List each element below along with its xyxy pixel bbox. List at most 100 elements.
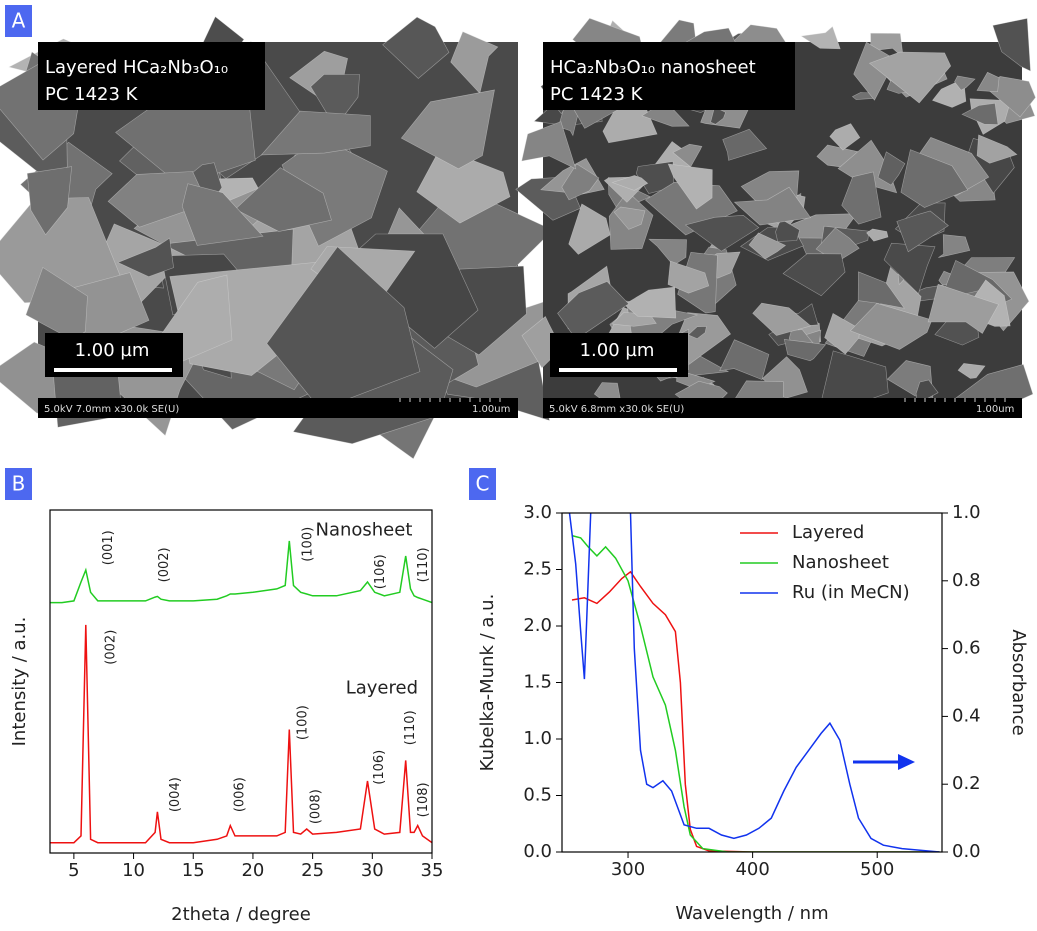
- sem-texture: [107, 171, 208, 228]
- x-tick-label: 10: [122, 860, 145, 881]
- sem-texture: [976, 71, 1000, 93]
- series-label: Layered: [346, 677, 418, 698]
- series-line: [571, 534, 940, 852]
- y-tick-label: 0.0: [523, 841, 552, 862]
- plot-frame: [561, 512, 943, 853]
- axis-arrow-head: [898, 754, 915, 770]
- sem-texture: [829, 123, 861, 151]
- sem-texture: [800, 26, 841, 50]
- peak-label: (001): [101, 530, 116, 565]
- x-tick-label: 400: [735, 859, 769, 880]
- sem-caption: PC 1423 K: [45, 84, 139, 105]
- y2-tick-label: 0.4: [952, 705, 981, 726]
- sem-texture: [782, 253, 846, 297]
- x-axis-title: Wavelength / nm: [675, 903, 828, 924]
- y2-tick-label: 0.2: [952, 773, 981, 794]
- x-tick-label: 300: [611, 859, 645, 880]
- peak-label: (106): [372, 750, 387, 785]
- info-ticks: [904, 398, 1006, 402]
- sem-texture: [613, 206, 646, 230]
- series-line: [568, 513, 940, 852]
- y2-axis-title: Absorbance: [1008, 629, 1029, 735]
- peak-label: (002): [157, 547, 172, 582]
- x-tick-label: 20: [241, 860, 264, 881]
- sem-texture: [877, 151, 906, 186]
- sem-texture: [181, 183, 264, 246]
- sem-texture: [783, 339, 827, 362]
- sem-texture: [117, 237, 174, 278]
- y-tick-label: 1.5: [523, 672, 552, 693]
- sem-texture: [672, 143, 703, 168]
- sem-texture: [748, 232, 787, 260]
- sem-caption: Layered HCa₂Nb₃O₁₀: [45, 57, 228, 78]
- info-strip: [543, 398, 1022, 418]
- peak-label: (110): [416, 547, 431, 582]
- sem-texture: [954, 75, 976, 91]
- panel-badge: [5, 5, 32, 37]
- sem-texture: [260, 110, 371, 156]
- sem-texture: [733, 186, 812, 226]
- legend-label: Nanosheet: [792, 552, 889, 573]
- series-line: [50, 624, 432, 844]
- y2-tick-label: 0.8: [952, 570, 981, 591]
- sem-texture: [976, 134, 1018, 164]
- x-tick-label: 15: [182, 860, 205, 881]
- sem-texture: [961, 102, 999, 125]
- legend-label: Ru (in MeCN): [792, 582, 910, 603]
- y-axis-title: Kubelka-Munk / a.u.: [477, 594, 498, 772]
- peak-label: (100): [296, 705, 311, 740]
- sem-texture: [841, 171, 882, 225]
- sem-texture: [684, 214, 760, 252]
- series-line: [50, 540, 432, 604]
- sem-texture: [896, 210, 949, 253]
- sem-texture: [868, 51, 952, 104]
- sem-texture: [450, 31, 499, 95]
- sem-texture: [938, 234, 971, 258]
- caption-box: [38, 42, 265, 110]
- peak-label: (006): [232, 777, 247, 812]
- panel-label: B: [12, 472, 26, 496]
- sem-texture: [957, 363, 986, 379]
- sem-texture: [883, 242, 936, 295]
- sem-overlay: Layered HCa₂Nb₃O₁₀ PC 1423 K 1.00 µm 5.0…: [38, 42, 1022, 418]
- sem-texture: [719, 339, 770, 381]
- sem-texture: [234, 167, 332, 232]
- sem-texture: [400, 89, 495, 170]
- sem-texture: [710, 106, 726, 125]
- sem-caption: HCa₂Nb₃O₁₀ nanosheet: [550, 57, 756, 78]
- x-tick-label: 500: [860, 859, 894, 880]
- sem-caption: PC 1423 K: [550, 84, 644, 105]
- series-line: [571, 570, 940, 852]
- x-tick-label: 25: [301, 860, 324, 881]
- sem-texture: [752, 302, 812, 336]
- sem-info-scale: 1.00um: [976, 404, 1014, 415]
- sem-texture: [611, 175, 649, 191]
- sem-texture: [561, 163, 600, 201]
- sem-texture: [382, 16, 450, 79]
- caption-box: [543, 42, 795, 110]
- peak-label: (004): [168, 777, 183, 812]
- info-ticks: [399, 398, 501, 402]
- sem-texture: [775, 218, 800, 242]
- sem-texture: [870, 32, 904, 59]
- x-tick-label: 5: [68, 860, 79, 881]
- x-tick-label: 35: [421, 860, 444, 881]
- sem-texture: [521, 121, 577, 170]
- sem-info: 5.0kV 7.0mm x30.0k SE(U): [44, 404, 179, 415]
- sem-texture: [568, 203, 611, 255]
- sem-texture: [900, 149, 969, 208]
- panel-label: C: [476, 472, 490, 496]
- legend-label: Layered: [792, 522, 864, 543]
- sem-texture: [623, 286, 677, 319]
- sem-texture: [866, 228, 889, 242]
- y2-tick-label: 0.0: [952, 841, 981, 862]
- peak-label: (106): [373, 554, 388, 589]
- sem-texture: [667, 163, 713, 210]
- plot-frame: [49, 509, 433, 854]
- sem-texture: [992, 18, 1031, 72]
- scale-bar-label: 1.00 µm: [580, 340, 655, 361]
- panel-badge: [5, 468, 32, 500]
- peak-label: (002): [103, 630, 118, 665]
- peak-label: (108): [416, 782, 431, 817]
